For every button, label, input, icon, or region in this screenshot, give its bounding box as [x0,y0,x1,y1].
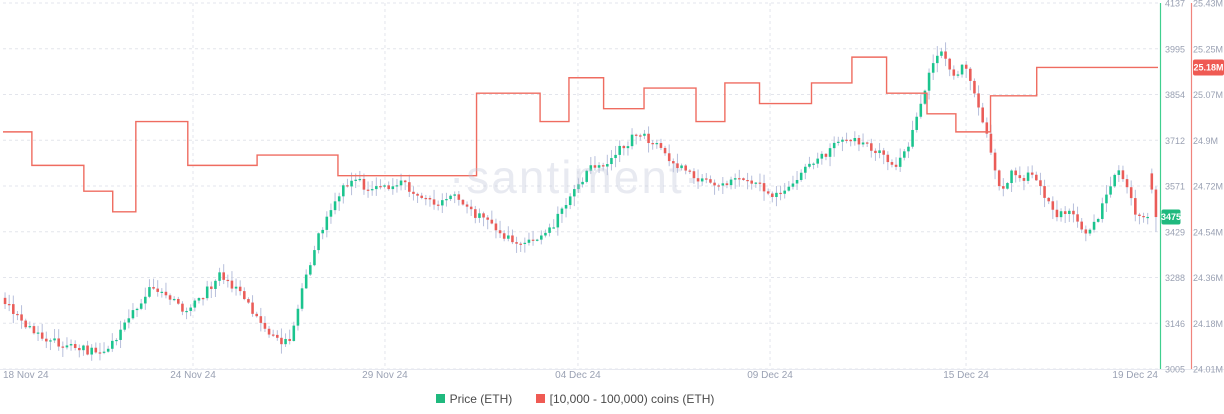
svg-text:25.18M: 25.18M [1193,63,1223,73]
svg-text:24.36M: 24.36M [1193,273,1223,283]
svg-text:4137: 4137 [1165,0,1185,9]
svg-text:24 Nov 24: 24 Nov 24 [170,370,216,381]
svg-text:3005: 3005 [1165,365,1185,375]
svg-text:3475: 3475 [1161,212,1181,222]
svg-text:24.01M: 24.01M [1193,365,1223,375]
svg-text:24.54M: 24.54M [1193,227,1223,237]
svg-text:24.72M: 24.72M [1193,182,1223,192]
svg-text:09 Dec 24: 09 Dec 24 [747,370,793,381]
svg-text:24.18M: 24.18M [1193,319,1223,329]
svg-text:19 Dec 24: 19 Dec 24 [1112,370,1158,381]
svg-text:3995: 3995 [1165,44,1185,54]
svg-text:3854: 3854 [1165,90,1185,100]
svg-text:24.9M: 24.9M [1193,136,1218,146]
svg-text:25.25M: 25.25M [1193,44,1223,54]
svg-text:3571: 3571 [1165,182,1185,192]
svg-text:3288: 3288 [1165,273,1185,283]
svg-text:3712: 3712 [1165,136,1185,146]
svg-text:18 Nov 24: 18 Nov 24 [3,370,49,381]
svg-text:3429: 3429 [1165,227,1185,237]
svg-text:3146: 3146 [1165,319,1185,329]
svg-text:04 Dec 24: 04 Dec 24 [555,370,601,381]
svg-text:29 Nov 24: 29 Nov 24 [362,370,408,381]
svg-text:25.43M: 25.43M [1193,0,1223,9]
svg-text:15 Dec 24: 15 Dec 24 [943,370,989,381]
svg-text:25.07M: 25.07M [1193,90,1223,100]
